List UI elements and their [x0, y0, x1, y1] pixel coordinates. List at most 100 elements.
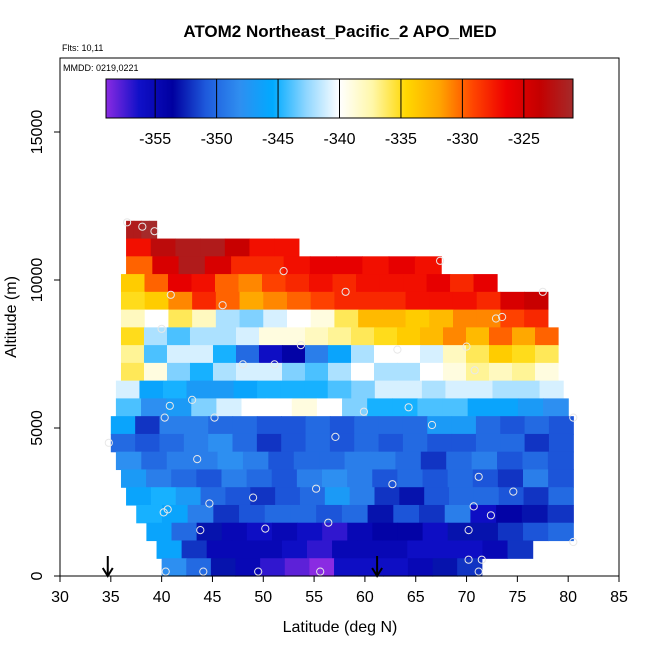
heatmap-cell — [191, 398, 218, 417]
heatmap-cell — [322, 522, 348, 542]
heatmap-cell — [523, 487, 550, 506]
heatmap-cell — [126, 238, 152, 257]
heatmap-cell — [150, 487, 177, 506]
heatmap-cell — [120, 274, 146, 293]
heatmap-cell — [329, 433, 355, 453]
heatmap-cell — [432, 558, 458, 577]
heatmap-cell — [239, 309, 264, 328]
heatmap-cell — [473, 274, 498, 293]
heatmap-cell — [187, 504, 214, 524]
heatmap-cell — [547, 504, 574, 524]
heatmap-cell — [420, 327, 444, 346]
heatmap-cell — [168, 309, 193, 328]
sample-point — [491, 314, 501, 323]
heatmap-cell — [297, 522, 323, 542]
sample-point — [196, 526, 205, 535]
heatmap-cell — [334, 558, 360, 577]
heatmap-cell — [260, 558, 286, 577]
heatmap-cell — [523, 522, 549, 542]
heatmap-cell — [420, 345, 444, 364]
sample-point — [470, 366, 479, 375]
heatmap-cell — [422, 522, 449, 542]
heatmap-cell — [336, 256, 363, 275]
heatmap-cell — [447, 522, 474, 542]
heatmap-cell — [146, 522, 173, 542]
heatmap-cell — [429, 291, 454, 311]
heatmap-cell — [239, 504, 266, 524]
heatmap-cell — [246, 522, 273, 542]
heatmap-cell — [457, 540, 484, 559]
sample-point — [312, 484, 321, 493]
heatmap-cell — [524, 416, 550, 435]
sample-point — [469, 502, 478, 511]
sample-point — [238, 360, 247, 369]
heatmap-cell — [268, 451, 295, 471]
sample-points — [104, 218, 578, 576]
heatmap-cell — [262, 274, 287, 293]
heatmap-cell — [374, 380, 399, 399]
sample-point — [509, 487, 518, 496]
sample-point — [199, 567, 208, 576]
heatmap-cell — [275, 487, 301, 506]
heatmap-cell — [296, 469, 323, 488]
heatmap-cell — [427, 433, 453, 453]
heatmap-cell — [512, 327, 536, 346]
heatmap-cell — [208, 433, 234, 453]
heatmap-cell — [224, 238, 251, 257]
heatmap-cell — [374, 327, 398, 346]
heatmap-cell — [372, 469, 398, 488]
sample-point — [188, 395, 197, 404]
heatmap-cell — [233, 380, 258, 399]
heatmap-cell — [171, 469, 197, 488]
heatmap-cell — [310, 309, 336, 328]
heatmap-cell — [161, 558, 187, 577]
y-tick-label: 5000 — [29, 410, 46, 446]
heatmap-cell — [492, 380, 517, 399]
heatmap-cell — [507, 540, 534, 559]
heatmap-cell — [186, 380, 211, 399]
heatmap-cell — [473, 487, 500, 506]
heatmap-cell — [235, 327, 260, 346]
heatmap-cell — [457, 558, 483, 577]
heatmap-cells — [110, 220, 574, 577]
heatmap-cell — [168, 291, 193, 311]
heatmap-cell — [358, 291, 383, 311]
heatmap-cell — [257, 256, 285, 275]
heatmap-cell — [342, 398, 368, 417]
x-tick-label: 80 — [559, 589, 577, 606]
heatmap-cell — [282, 345, 306, 364]
y-tick-label: 10000 — [29, 258, 46, 303]
colorbar-tick-label: -330 — [446, 131, 478, 148]
heatmap-cell — [285, 274, 310, 293]
heatmap-cell — [407, 540, 433, 559]
heatmap-cell — [242, 451, 269, 471]
sample-point — [404, 403, 413, 412]
heatmap-cell — [388, 256, 416, 275]
heatmap-cell — [115, 451, 142, 471]
heatmap-cell — [383, 558, 409, 577]
heatmap-cell — [232, 433, 258, 453]
heatmap-cell — [189, 345, 214, 364]
colorbar-ticks: -355 -350 -345 -340 -335 -330 -325 — [139, 79, 540, 148]
heatmap-cell — [159, 433, 185, 453]
heatmap-cell — [334, 291, 359, 311]
heatmap-cell — [210, 558, 237, 577]
heatmap-cell — [328, 362, 352, 382]
heatmap-cell — [305, 433, 331, 453]
heatmap-cell — [144, 274, 169, 293]
heatmap-cell — [316, 504, 343, 524]
heatmap-cell — [472, 522, 499, 542]
heatmap-cell — [141, 398, 167, 417]
heatmap-cell — [512, 362, 536, 382]
heatmap-cell — [358, 558, 384, 577]
heatmap-cell — [397, 522, 424, 542]
heatmap-cell — [548, 469, 574, 488]
heatmap-cell — [475, 416, 501, 435]
heatmap-cell — [349, 487, 376, 506]
colorbar-tick-label: -350 — [201, 131, 233, 148]
heatmap-cell — [282, 327, 306, 346]
heatmap-cell — [216, 398, 243, 417]
heatmap-cell — [374, 362, 398, 382]
sample-point — [538, 287, 547, 296]
heatmap-cell — [281, 416, 307, 435]
